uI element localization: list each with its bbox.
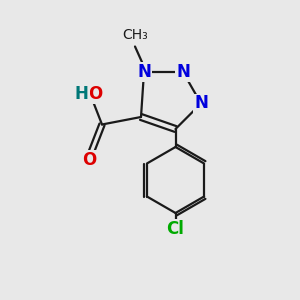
Text: N: N: [137, 63, 151, 81]
Text: N: N: [176, 63, 190, 81]
Text: H: H: [75, 85, 89, 103]
Text: CH₃: CH₃: [122, 28, 148, 42]
Text: N: N: [194, 94, 208, 112]
Text: O: O: [88, 85, 102, 103]
Text: O: O: [82, 151, 96, 169]
Text: Cl: Cl: [167, 220, 184, 238]
